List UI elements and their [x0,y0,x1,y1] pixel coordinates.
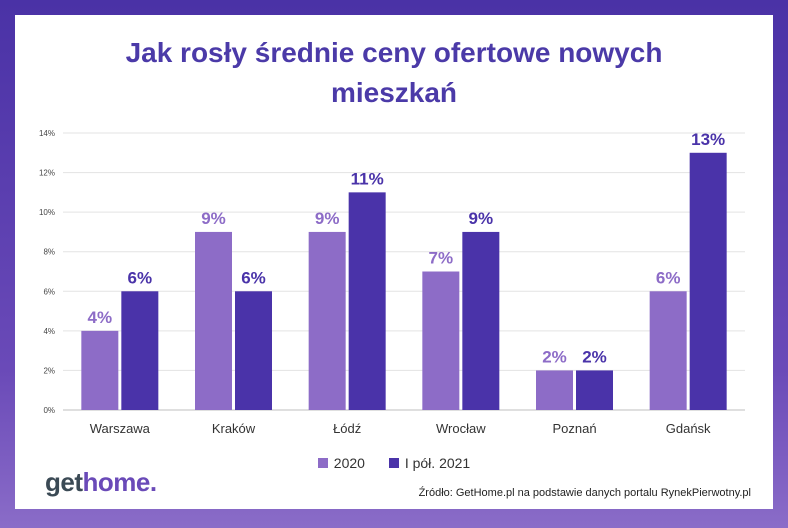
data-label: 9% [315,209,340,228]
source-note: Źródło: GetHome.pl na podstawie danych p… [418,487,751,499]
gethome-logo: gethome. [45,467,157,498]
bar-2020 [422,271,460,410]
y-tick-label: 8% [43,248,55,257]
x-category-label: Wrocław [436,421,486,436]
y-tick-label: 12% [39,169,55,178]
y-tick-label: 6% [43,287,55,296]
bar-chart: 0% 2% 4% 6% 8% 10% 12% 14% 4% 6% Warszawa 9% 6% Krakó… [39,129,745,436]
x-category-label: Gdańsk [666,421,711,436]
data-label: 2% [582,347,607,366]
chart-title-line2: mieszkań [330,77,458,108]
y-tick-label: 2% [43,366,55,375]
x-category-label: Kraków [212,421,256,436]
bar-2021 [235,291,272,410]
chart-title: Jak rosły średnie ceny ofertowe nowych m… [15,33,773,113]
bar-2021 [462,231,500,410]
data-label: 6% [656,268,681,287]
data-label: 7% [429,249,454,268]
legend-swatch-2021 [388,458,399,468]
data-label: 11% [351,169,384,188]
data-label: 13% [691,130,725,149]
bar-2021 [689,152,727,411]
x-category-label: Warszawa [90,421,151,436]
legend-label-2020: 2020 [333,455,365,471]
bar-2021 [348,192,386,410]
y-tick-label: 14% [39,129,55,138]
data-label: 9% [201,209,226,228]
data-label: 6% [241,268,266,287]
chart-panel: Jak rosły średnie ceny ofertowe nowych m… [15,15,773,509]
chart-title-line1: Jak rosły średnie ceny ofertowe nowych [125,37,663,68]
bar-2020 [195,231,232,410]
y-tick-label: 10% [39,208,55,217]
data-label: 9% [469,209,494,228]
bar-2021 [121,291,159,410]
legend-label-2021: I pół. 2021 [404,455,471,471]
legend-item-2021: I pół. 2021 [388,455,471,471]
data-label: 6% [128,268,153,287]
logo-part-get: get [45,467,83,497]
legend-item-2020: 2020 [317,455,365,471]
legend-swatch-2020 [317,458,328,468]
bar-2021 [576,370,613,410]
y-tick-label: 0% [43,406,55,415]
legend: 2020 I pół. 2021 [15,455,773,471]
x-category-label: Poznań [552,421,596,436]
data-label: 4% [88,308,113,327]
bar-2020 [308,231,346,410]
y-tick-label: 4% [43,327,55,336]
bar-2020 [649,291,687,410]
x-category-label: Łódź [333,421,361,436]
logo-part-home: home. [82,467,158,497]
bar-2020 [81,330,119,410]
data-label: 2% [542,347,567,366]
bar-2020 [536,370,573,410]
